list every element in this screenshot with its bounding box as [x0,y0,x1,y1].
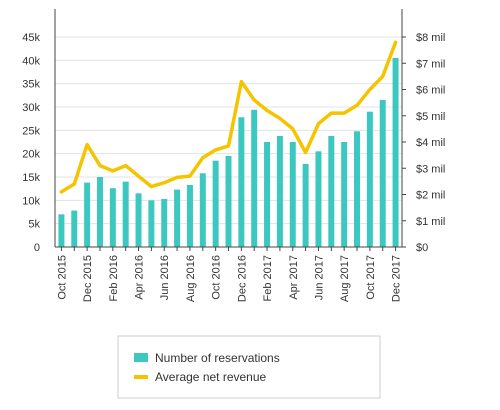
bar [148,200,155,247]
x-tick-label: Oct 2016 [211,255,223,300]
bar [84,182,91,247]
right-tick-label: $8 mil [416,32,445,44]
bar [58,214,65,247]
bar [366,111,373,248]
left-tick-label: 0 [34,242,40,254]
left-axis: 0 5k 10k 15k 20k 25k 30k 35k 40k 45k [22,9,56,254]
legend-label-revenue: Average net revenue [155,370,267,384]
x-tick-label: Apr 2017 [288,255,300,300]
x-tick-label: Dec 2015 [82,255,94,302]
bar [71,210,78,247]
left-tick-label: 15k [22,172,40,184]
right-tick-label: $1 mil [416,216,445,228]
left-tick-label: 40k [22,55,40,67]
right-tick-label: $2 mil [416,190,445,202]
revenue-line [59,40,398,194]
legend-swatch-reservations [134,353,148,362]
x-tick-label: Oct 2015 [56,255,68,300]
bar [122,181,129,247]
legend: Number of reservations Average net reven… [117,335,381,399]
x-axis: Oct 2015 Dec 2015 Feb 2016 Apr 2016 Jun 2016… [55,246,403,302]
bar [225,156,232,247]
bar [276,135,283,247]
left-tick-label: 30k [22,102,40,114]
left-tick-label: 35k [22,79,40,91]
bar [109,188,116,247]
x-tick-label: Feb 2017 [262,255,274,301]
bar [315,151,322,247]
left-tick-label: 5k [28,219,40,231]
bar [174,189,181,247]
bar [238,117,245,248]
bar [354,131,361,247]
bar [186,184,193,247]
bar [212,160,219,247]
bar [199,173,206,247]
bar [96,177,103,247]
bar [135,193,142,247]
bar [341,142,348,247]
right-tick-label: $5 mil [416,111,445,123]
x-tick-label: Feb 2016 [108,255,120,301]
left-tick-label: 20k [22,149,40,161]
left-tick-label: 25k [22,125,40,137]
right-tick-label: $4 mil [416,137,445,149]
x-tick-label: Jun 2017 [313,255,325,300]
right-tick-label: $7 mil [416,58,445,70]
bar [392,58,399,247]
right-tick-label: $6 mil [416,85,445,97]
bar [328,135,335,247]
bar [251,109,258,247]
bar [379,100,386,247]
bar [264,142,271,247]
legend-label-reservations: Number of reservations [155,351,280,365]
left-tick-label: 10k [22,195,40,207]
x-tick-label: Jun 2016 [159,255,171,300]
bar [161,198,168,247]
x-tick-label: Aug 2017 [339,255,351,302]
bar [302,163,309,247]
x-tick-label: Oct 2017 [365,255,377,300]
bar-series [58,58,399,248]
right-tick-label: $3 mil [416,163,445,175]
legend-box [117,335,381,399]
x-tick-label: Dec 2016 [236,255,248,302]
right-tick-label: $0 [416,242,428,254]
line-series [59,40,398,194]
x-tick-label: Apr 2016 [134,255,146,300]
right-axis: $0 $1 mil $2 mil $3 mil $4 mil $5 mil $6 mil $7… [401,9,445,254]
x-tick-label: Aug 2016 [185,255,197,302]
x-tick-label: Dec 2017 [391,255,403,302]
bar [289,142,296,247]
left-tick-label: 45k [22,32,40,44]
